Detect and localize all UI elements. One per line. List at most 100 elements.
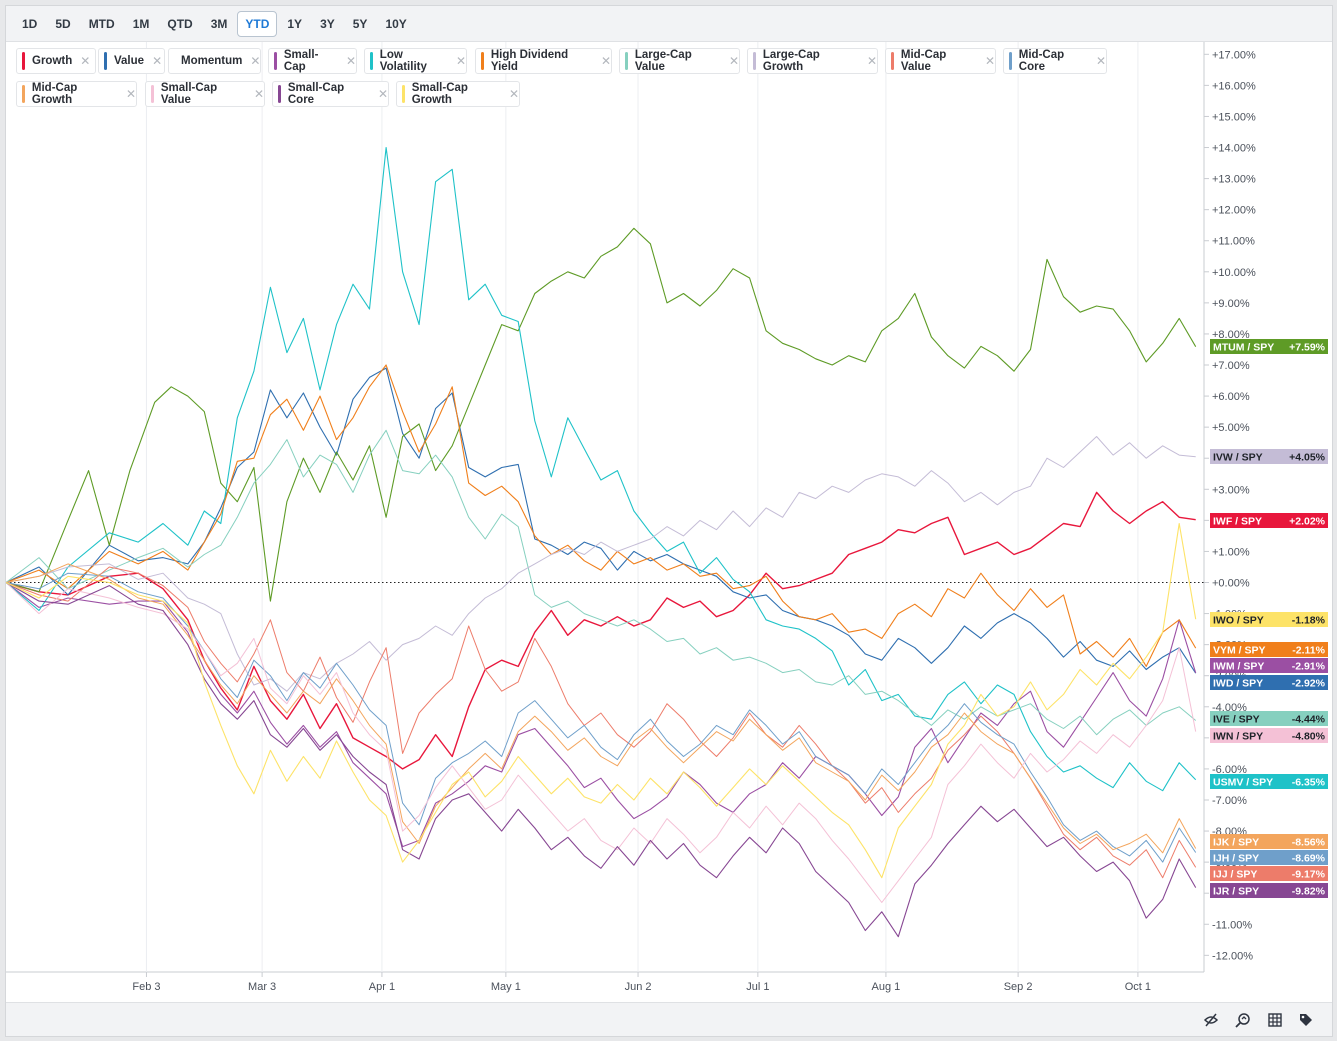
range-button-3y[interactable]: 3Y (320, 16, 335, 31)
legend-swatch (1009, 52, 1012, 70)
remove-series-icon[interactable]: ✕ (508, 87, 519, 101)
legend-item-small-cap-growth[interactable]: Small-Cap Growth ✕ (396, 81, 520, 107)
end-label-bg (1210, 850, 1328, 865)
y-tick-label: +12.00% (1212, 205, 1256, 217)
tags-icon[interactable] (1298, 1012, 1314, 1028)
legend-swatch (274, 52, 277, 70)
remove-series-icon[interactable]: ✕ (125, 87, 136, 101)
legend-item-small-cap[interactable]: Small-Cap ✕ (268, 48, 357, 74)
end-label-value: -8.56% (1292, 837, 1326, 849)
grid-icon[interactable] (1267, 1012, 1283, 1028)
y-tick-label: -11.00% (1212, 919, 1252, 931)
end-label-value: -8.69% (1292, 853, 1326, 865)
end-label-bg (1210, 866, 1328, 881)
series-line-iwo[interactable] (6, 522, 1197, 879)
series-line-ive[interactable] (6, 429, 1197, 736)
legend-item-mid-cap-value[interactable]: Mid-Cap Value ✕ (885, 48, 996, 74)
series-line-ijh[interactable] (6, 572, 1197, 863)
range-button-10y[interactable]: 10Y (385, 16, 407, 31)
range-button-qtd[interactable]: QTD (167, 16, 193, 31)
legend-item-high-dividend-yield[interactable]: High Dividend Yield ✕ (475, 48, 612, 74)
end-label-value: -2.11% (1292, 645, 1325, 657)
series-line-vym[interactable] (6, 364, 1197, 667)
legend-item-growth[interactable]: Growth ✕ (16, 48, 96, 74)
end-label-value: +4.05% (1289, 452, 1326, 464)
range-button-mtd[interactable]: MTD (88, 16, 115, 31)
legend-label: Value (114, 55, 145, 67)
remove-series-icon[interactable]: ✕ (250, 54, 261, 68)
end-label-value: -2.92% (1292, 678, 1326, 690)
remove-series-icon[interactable]: ✕ (1095, 54, 1106, 68)
remove-series-icon[interactable]: ✕ (253, 87, 264, 101)
remove-series-icon[interactable]: ✕ (455, 54, 466, 68)
remove-series-icon[interactable]: ✕ (866, 54, 877, 68)
y-tick-label: -6.00% (1212, 764, 1247, 776)
range-button-ytd[interactable]: YTD (237, 10, 278, 37)
x-tick-label: May 1 (491, 981, 521, 993)
series-line-iwd[interactable] (6, 367, 1197, 674)
legend-item-large-cap-growth[interactable]: Large-Cap Growth ✕ (747, 48, 878, 74)
y-tick-label: +14.00% (1212, 143, 1256, 155)
end-label-ijh: IJH / SPY -8.69% (1210, 850, 1328, 865)
range-button-5d[interactable]: 5D (55, 16, 71, 31)
legend-item-momentum[interactable]: Momentum ✕ (168, 48, 261, 74)
end-label-bg (1210, 774, 1328, 789)
remove-series-icon[interactable]: ✕ (345, 54, 356, 68)
end-label-iwf: IWF / SPY +2.02% (1210, 513, 1328, 528)
y-tick-label: +10.00% (1212, 267, 1256, 279)
y-tick-label: +3.00% (1212, 484, 1250, 496)
remove-series-icon[interactable]: ✕ (984, 54, 995, 68)
end-label-iwo: IWO / SPY -1.18% (1210, 612, 1328, 627)
legend-label: Small-Cap (283, 49, 319, 73)
legend-swatch (753, 52, 756, 70)
end-label-bg (1210, 513, 1328, 528)
series-line-iwn[interactable] (6, 582, 1197, 903)
line-chart[interactable]: Feb 3 Mar 3 Apr 1 May 1 Jun 2 Jul 1 Aug 1 Sep 2… (6, 6, 1332, 1036)
legend-label: Small-Cap Core (287, 82, 345, 106)
series-line-mtum[interactable] (6, 227, 1197, 602)
remove-series-icon[interactable]: ✕ (728, 54, 739, 68)
time-range-toolbar: 1D 5D MTD 1M QTD 3M YTD 1Y 3Y 5Y 10Y (6, 6, 1332, 42)
series-line-ivw[interactable] (6, 436, 1196, 692)
remove-series-icon[interactable]: ✕ (152, 54, 163, 68)
series-line-ijj[interactable] (6, 566, 1197, 879)
legend-swatch (278, 85, 281, 103)
end-label-ijk: IJK / SPY -8.56% (1210, 834, 1328, 849)
series-line-iwf[interactable] (6, 491, 1196, 770)
end-label-value: +7.59% (1289, 342, 1326, 354)
legend-item-mid-cap-core[interactable]: Mid-Cap Core ✕ (1003, 48, 1107, 74)
reset-zoom-icon[interactable] (1235, 1012, 1251, 1028)
range-button-1m[interactable]: 1M (132, 16, 150, 31)
range-button-1y[interactable]: 1Y (287, 16, 303, 31)
remove-series-icon[interactable]: ✕ (377, 87, 388, 101)
legend-label: Low Volatility (379, 49, 427, 73)
remove-series-icon[interactable]: ✕ (80, 54, 91, 68)
series-line-usmv[interactable] (6, 146, 1197, 792)
x-tick-label: Sep 2 (1004, 981, 1033, 993)
hide-lines-icon[interactable] (1203, 1012, 1219, 1028)
end-label-bg (1210, 883, 1328, 898)
legend-item-small-cap-value[interactable]: Small-Cap Value ✕ (145, 81, 265, 107)
series-line-ijk[interactable] (6, 563, 1197, 854)
end-label-iwn: IWN / SPY -4.80% (1210, 728, 1328, 743)
legend-item-mid-cap-growth[interactable]: Mid-Cap Growth ✕ (16, 81, 137, 107)
legend-swatch (151, 85, 154, 103)
range-button-3m[interactable]: 3M (210, 16, 228, 31)
legend-label: Momentum (181, 55, 243, 67)
legend-item-large-cap-value[interactable]: Large-Cap Value ✕ (619, 48, 740, 74)
series-line-ijr[interactable] (6, 582, 1197, 938)
legend-item-low-volatility[interactable]: Low Volatility ✕ (364, 48, 467, 74)
end-label-ticker: IVW / SPY (1213, 452, 1263, 464)
range-button-5y[interactable]: 5Y (352, 16, 368, 31)
end-label-mtum: MTUM / SPY +7.59% (1210, 339, 1328, 354)
legend-swatch (481, 52, 484, 70)
legend-item-small-cap-core[interactable]: Small-Cap Core ✕ (272, 81, 389, 107)
range-button-1d[interactable]: 1D (22, 16, 38, 31)
remove-series-icon[interactable]: ✕ (600, 54, 611, 68)
legend-swatch (104, 52, 107, 70)
series-line-iwm[interactable] (6, 582, 1197, 848)
y-tick-label: -7.00% (1212, 795, 1247, 807)
x-tick-label: Oct 1 (1125, 981, 1151, 993)
legend-item-value[interactable]: Value ✕ (98, 48, 165, 74)
legend-label: Small-Cap Value (160, 82, 218, 106)
